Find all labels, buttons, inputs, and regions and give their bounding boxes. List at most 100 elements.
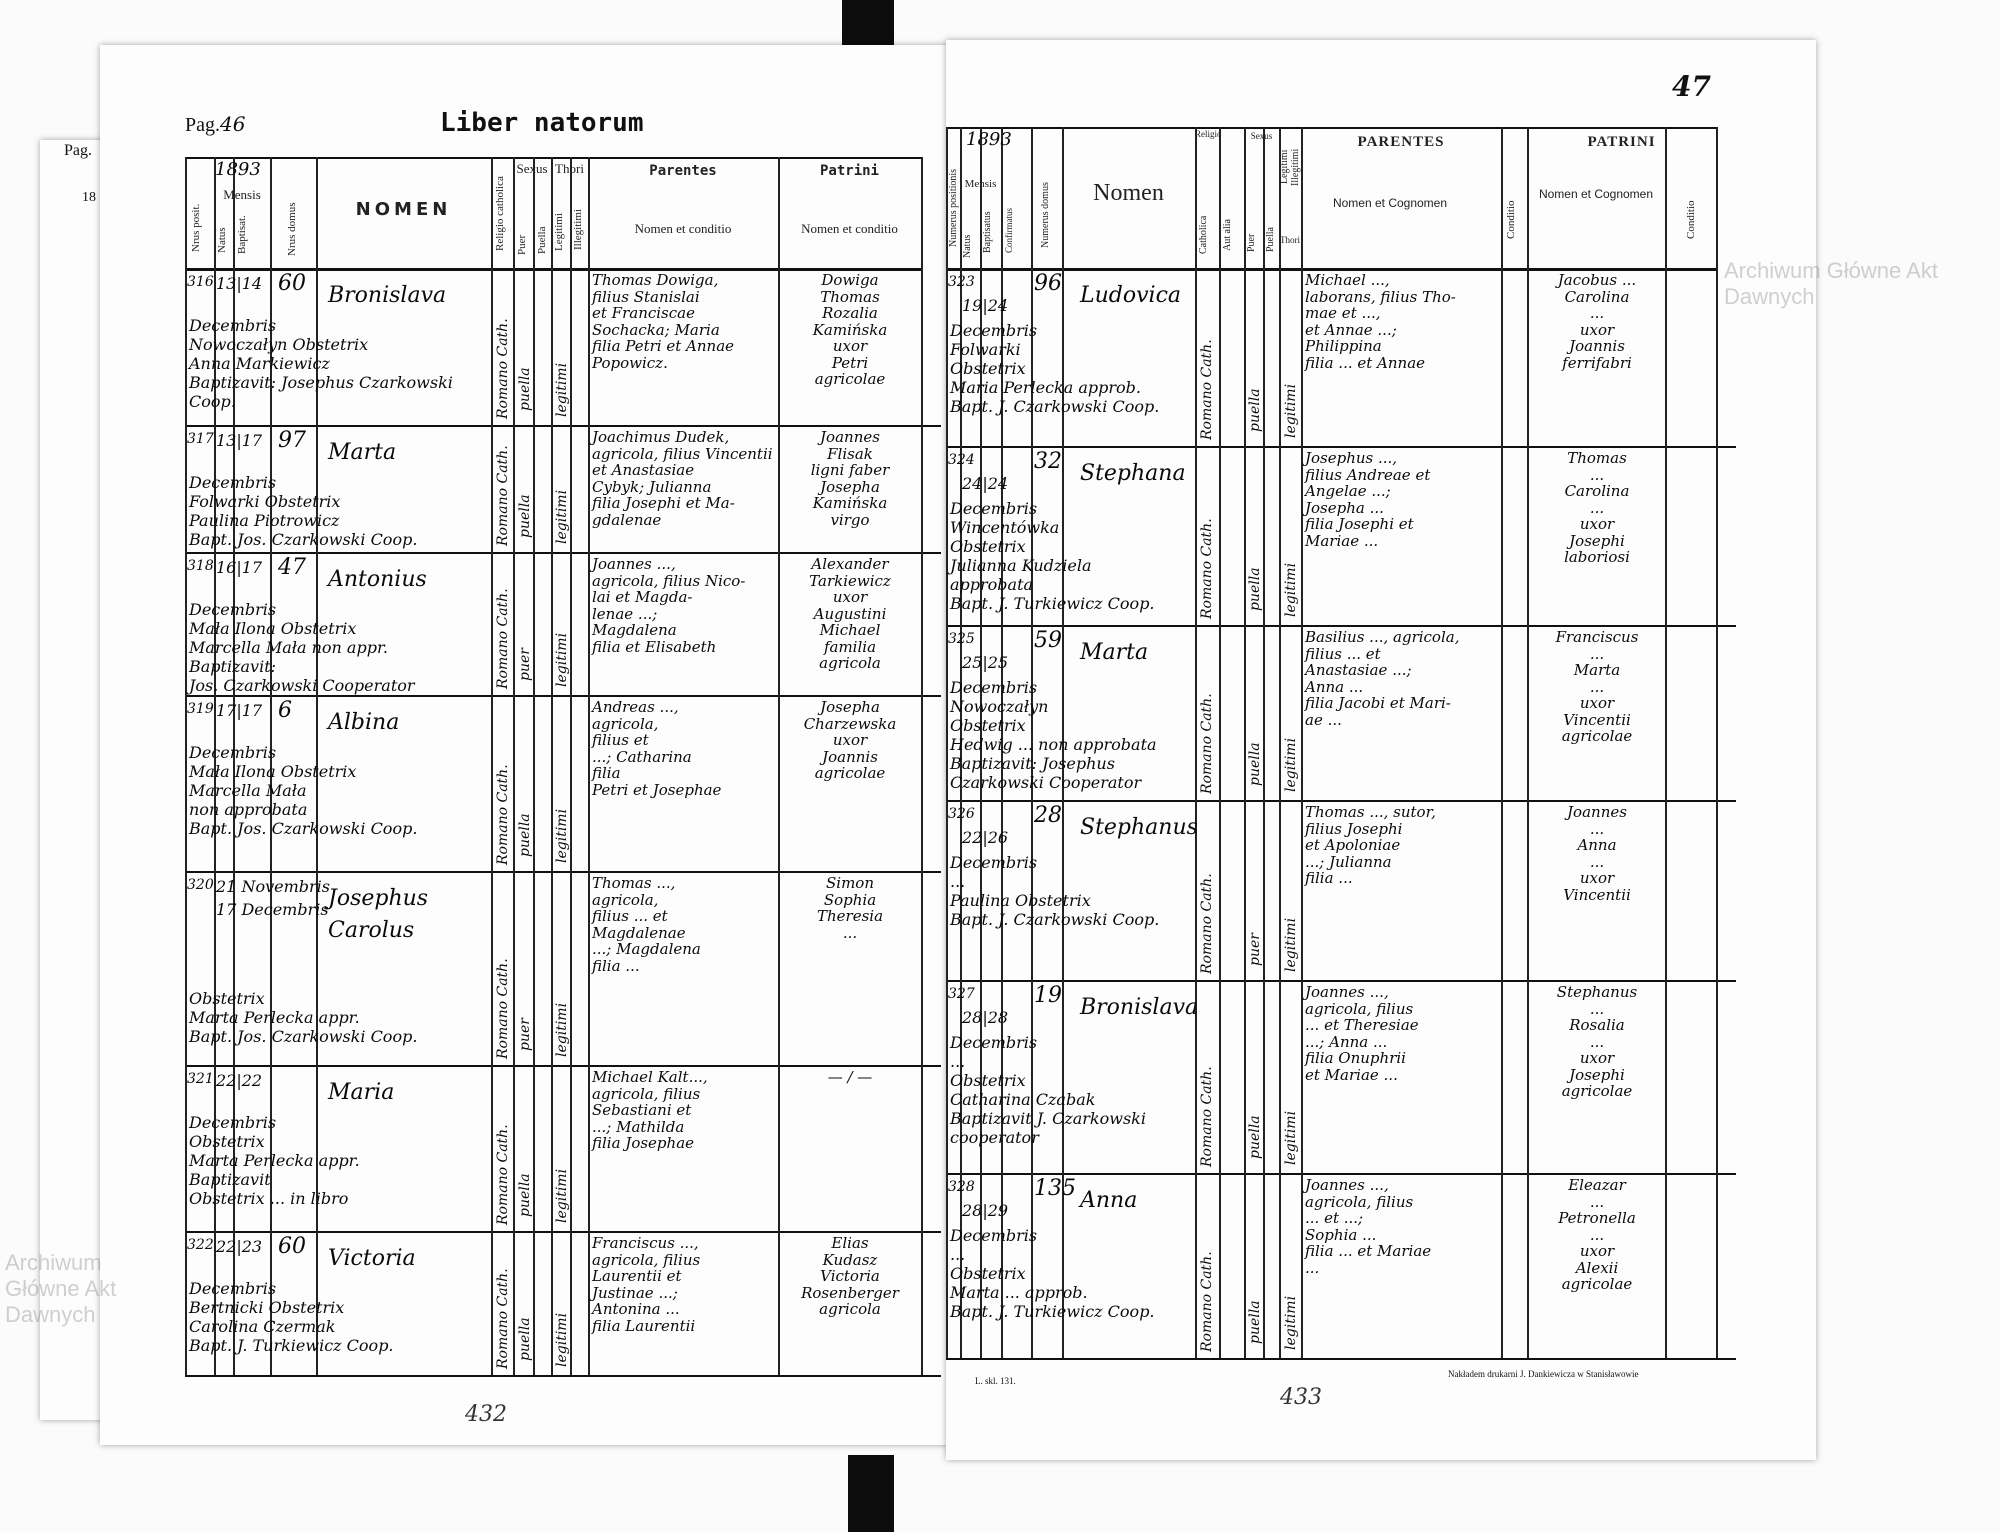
entry-religion: Romano Cath. (1199, 873, 1215, 974)
entry-house-number: 32 (1034, 449, 1062, 474)
entry-parents: Thomas Dowiga, filius Stanislai et Franc… (592, 271, 735, 372)
column-rule (185, 157, 187, 1375)
entry-notes: Decembris ... Obstetrix Marta ... approb… (950, 1226, 1155, 1321)
column-rule (1501, 127, 1503, 1358)
entry-house-number: 60 (278, 271, 306, 296)
entry-legitimacy: legitimi (554, 1312, 570, 1367)
entry-godparents: Joannes Flisak ligni faber Josepha Kamiń… (810, 428, 890, 529)
entry-parents: Michael Kalt..., agricola, filius Sebast… (592, 1068, 708, 1152)
entry-house-number: 19 (1034, 983, 1062, 1008)
entry-legitimacy: legitimi (1283, 917, 1299, 972)
entry-position: 319 (187, 701, 214, 717)
entry-sex: puella (517, 1317, 533, 1361)
row-rule (946, 446, 1736, 448)
entry-dates: 16|17 (216, 558, 263, 577)
header-bottom-rule (946, 268, 1716, 271)
entry-legitimacy: legitimi (1283, 737, 1299, 792)
entry-house-number: 59 (1034, 628, 1062, 653)
entry-parents: Thomas ..., agricola, filius ... et Magd… (592, 874, 701, 975)
entry-name: Albina (328, 710, 400, 735)
entry-religion: Romano Cath. (495, 958, 511, 1059)
entry-sex: puer (517, 648, 533, 681)
entry-godparents: Eleazar ... Petronella ... uxor Alexii a… (1558, 1176, 1636, 1293)
column-rule (980, 127, 982, 1358)
entry-godparents: Dowiga Thomas Rozalia Kamińska uxor Petr… (812, 271, 888, 388)
header-top-rule (185, 157, 921, 159)
entry-legitimacy: legitimi (554, 489, 570, 544)
printer-note: Nakładem drukarni J. Dankiewicza w Stani… (1448, 1369, 1639, 1379)
column-header: Parentes (649, 163, 717, 179)
column-rule (270, 157, 272, 1375)
column-rule (1665, 127, 1667, 1358)
row-rule (946, 1358, 1736, 1360)
entry-name: Victoria (328, 1246, 416, 1271)
entry-house-number: 6 (278, 698, 292, 723)
entry-religion: Romano Cath. (1199, 693, 1215, 794)
entry-parents: Basilius ..., agricola, filius ... et An… (1305, 628, 1460, 729)
column-header: Patrini (819, 163, 879, 179)
entry-position: 320 (187, 877, 214, 893)
row-rule (946, 625, 1736, 627)
entry-dates: 13|17 (216, 431, 263, 450)
entry-house-number: 96 (1034, 271, 1062, 296)
column-header: Mensis (964, 178, 997, 190)
entry-godparents: Thomas ... Carolina ... uxor Josephi lab… (1564, 449, 1630, 566)
right-page (946, 40, 1816, 1460)
entry-sex: puella (1247, 742, 1263, 786)
entry-name: Josephus Carolus (328, 886, 429, 943)
column-rule (1031, 127, 1033, 1358)
entry-notes: Decembris ... Paulina Obstetrix Bapt. J.… (950, 853, 1160, 929)
column-rule (513, 157, 515, 1375)
entry-house-number: 60 (278, 1234, 306, 1259)
entry-position: 316 (187, 274, 214, 290)
column-rule (316, 157, 318, 1375)
entry-godparents: Josepha Charzewska uxor Joannis agricola… (803, 698, 897, 782)
entry-legitimacy: legitimi (1283, 562, 1299, 617)
entry-sex: puella (1247, 1300, 1263, 1344)
entry-parents: Joachimus Dudek, agricola, filius Vincen… (592, 428, 773, 529)
entry-sex: puella (1247, 567, 1263, 611)
column-header: Puella (1265, 227, 1276, 253)
entry-name: Marta (1080, 640, 1149, 665)
column-header: PATRINI (1587, 134, 1656, 150)
entry-house-number: 28 (1034, 803, 1062, 828)
entry-parents: Joannes ..., agricola, filius Nico- lai … (592, 555, 746, 656)
entry-dates: 28|28 (962, 1008, 1009, 1027)
entry-notes: Decembris Wincentówka Obstetrix Julianna… (950, 499, 1155, 613)
column-rule (1301, 127, 1303, 1358)
entry-notes: Decembris Mała Ilona Obstetrix Marcella … (189, 600, 415, 695)
column-header: Puer (1246, 233, 1257, 253)
side-page-year: 18 (82, 190, 96, 205)
column-header: Confirmatus (1004, 208, 1014, 254)
row-rule (185, 1065, 941, 1067)
entry-name: Marta (328, 440, 397, 465)
entry-godparents: Franciscus ... Marta ... uxor Vincentii … (1555, 628, 1639, 745)
entry-dates: 13|14 (216, 274, 263, 293)
column-header: Puella (536, 226, 548, 254)
entry-dates: 22|22 (216, 1071, 263, 1090)
entry-religion: Romano Cath. (1199, 339, 1215, 440)
column-header: Aut alia (1222, 219, 1233, 251)
entry-dates: 25|25 (962, 653, 1009, 672)
column-rule (1001, 127, 1003, 1358)
entry-sex: puella (517, 813, 533, 857)
column-rule (1062, 127, 1064, 1358)
entry-religion: Romano Cath. (1199, 518, 1215, 619)
entry-position: 325 (948, 631, 975, 647)
column-rule (551, 157, 553, 1375)
entry-house-number: 135 (1034, 1176, 1076, 1201)
column-header: Thori (1280, 235, 1300, 245)
column-rule (588, 157, 590, 1375)
register-title: Liber natorum (440, 108, 644, 138)
entry-position: 323 (948, 274, 975, 290)
entry-religion: Romano Cath. (1199, 1066, 1215, 1167)
entry-name: Antonius (328, 567, 427, 592)
column-header: Baptisat. (236, 215, 248, 255)
entry-parents: Andreas ..., agricola, filius et ...; Ca… (592, 698, 722, 799)
entry-sex: puella (517, 367, 533, 411)
column-header: Religio catholica (494, 176, 506, 252)
year-header: 1893 (215, 159, 261, 180)
column-header: Numerus domus (1040, 182, 1051, 248)
entry-sex: puella (517, 1173, 533, 1217)
entry-godparents: Elias Kudasz Victoria Rosenberger agrico… (801, 1234, 899, 1318)
